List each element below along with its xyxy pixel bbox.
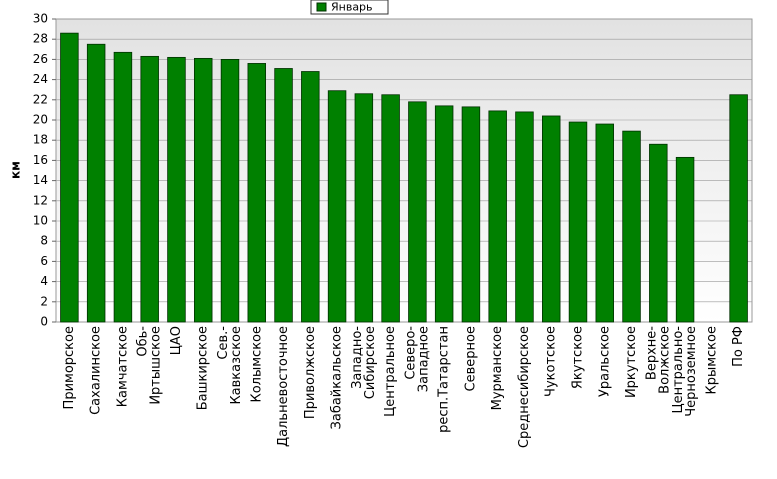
x-tick-label: Забайкальское [329,326,345,430]
x-tick-label: Обь- Иртышское [135,326,164,405]
y-tick-label: 8 [40,234,48,248]
x-tick-label: Колымское [249,326,265,403]
bar [408,101,427,323]
y-tick-label: 30 [33,12,48,26]
bar [515,111,534,323]
x-tick-label: Северо- Западное [403,326,432,393]
y-tick-label: 18 [33,133,48,147]
x-tick-label: респ.Татарстан [436,326,452,433]
bar [434,105,454,323]
bar [274,68,293,323]
bar [649,143,668,323]
bar [140,55,159,323]
bar [220,59,240,323]
bar [729,94,748,323]
y-tick-label: 20 [33,113,48,127]
y-tick-label: 0 [40,315,48,329]
legend-swatch [316,2,327,12]
x-tick-label: Сев.- Кавказское [216,326,244,405]
x-tick-label: По РФ [731,326,747,367]
x-tick-label: Башкирское [195,326,211,411]
y-tick-label: 4 [40,274,48,288]
x-tick-label: Западно- Сибирское [349,326,378,400]
bar [488,110,507,323]
x-tick-label: Центрально- Черноземное [671,326,700,417]
x-tick-label: Северное [463,326,479,392]
y-tick-label: 22 [33,92,48,106]
bar [541,115,561,323]
y-tick-label: 24 [33,72,48,86]
bar [461,106,481,323]
bar [113,51,133,323]
x-tick-label: Сахалинское [88,326,104,415]
bar [568,121,588,323]
x-tick-label: Чукотское [543,326,559,397]
bar [301,71,320,323]
x-tick-label: Центральное [383,326,399,417]
bar [247,63,267,323]
x-tick-label: Мурманское [490,326,506,411]
bar [675,156,695,323]
y-tick-label: 16 [33,153,48,167]
x-tick-label: Приморское [61,326,77,410]
y-tick-label: 2 [40,294,48,308]
bar [193,57,213,323]
bar [595,123,615,323]
x-tick-label: Приволжское [302,326,318,420]
y-tick-label: 26 [33,52,48,66]
plot-area [55,18,753,323]
y-tick-label: 28 [33,32,48,46]
bar [167,56,186,323]
x-tick-label: Среднесибирское [516,326,532,449]
y-tick-label: 12 [33,193,48,207]
bar [60,32,79,323]
x-tick-label: Якутское [570,326,586,390]
bar [354,93,374,323]
y-tick-label: 14 [33,173,48,187]
legend-box [310,0,389,15]
bar [86,43,106,323]
x-tick-label: Иркутское [624,326,640,399]
y-tick-label: 6 [40,254,48,268]
y-tick-label: 10 [33,214,48,228]
x-tick-label: ЦАО [168,326,184,356]
bar [381,94,400,323]
legend-label: Январь [331,1,373,14]
x-tick-label: Верхне- Волжское [644,326,673,394]
y-axis-label: км [9,161,23,179]
x-tick-label: Камчатское [115,326,131,408]
x-tick-label: Дальневосточное [276,326,292,448]
bar [622,130,641,323]
x-tick-label: Крымское [704,326,720,395]
bar [327,90,347,323]
x-tick-label: Уральское [597,326,613,398]
